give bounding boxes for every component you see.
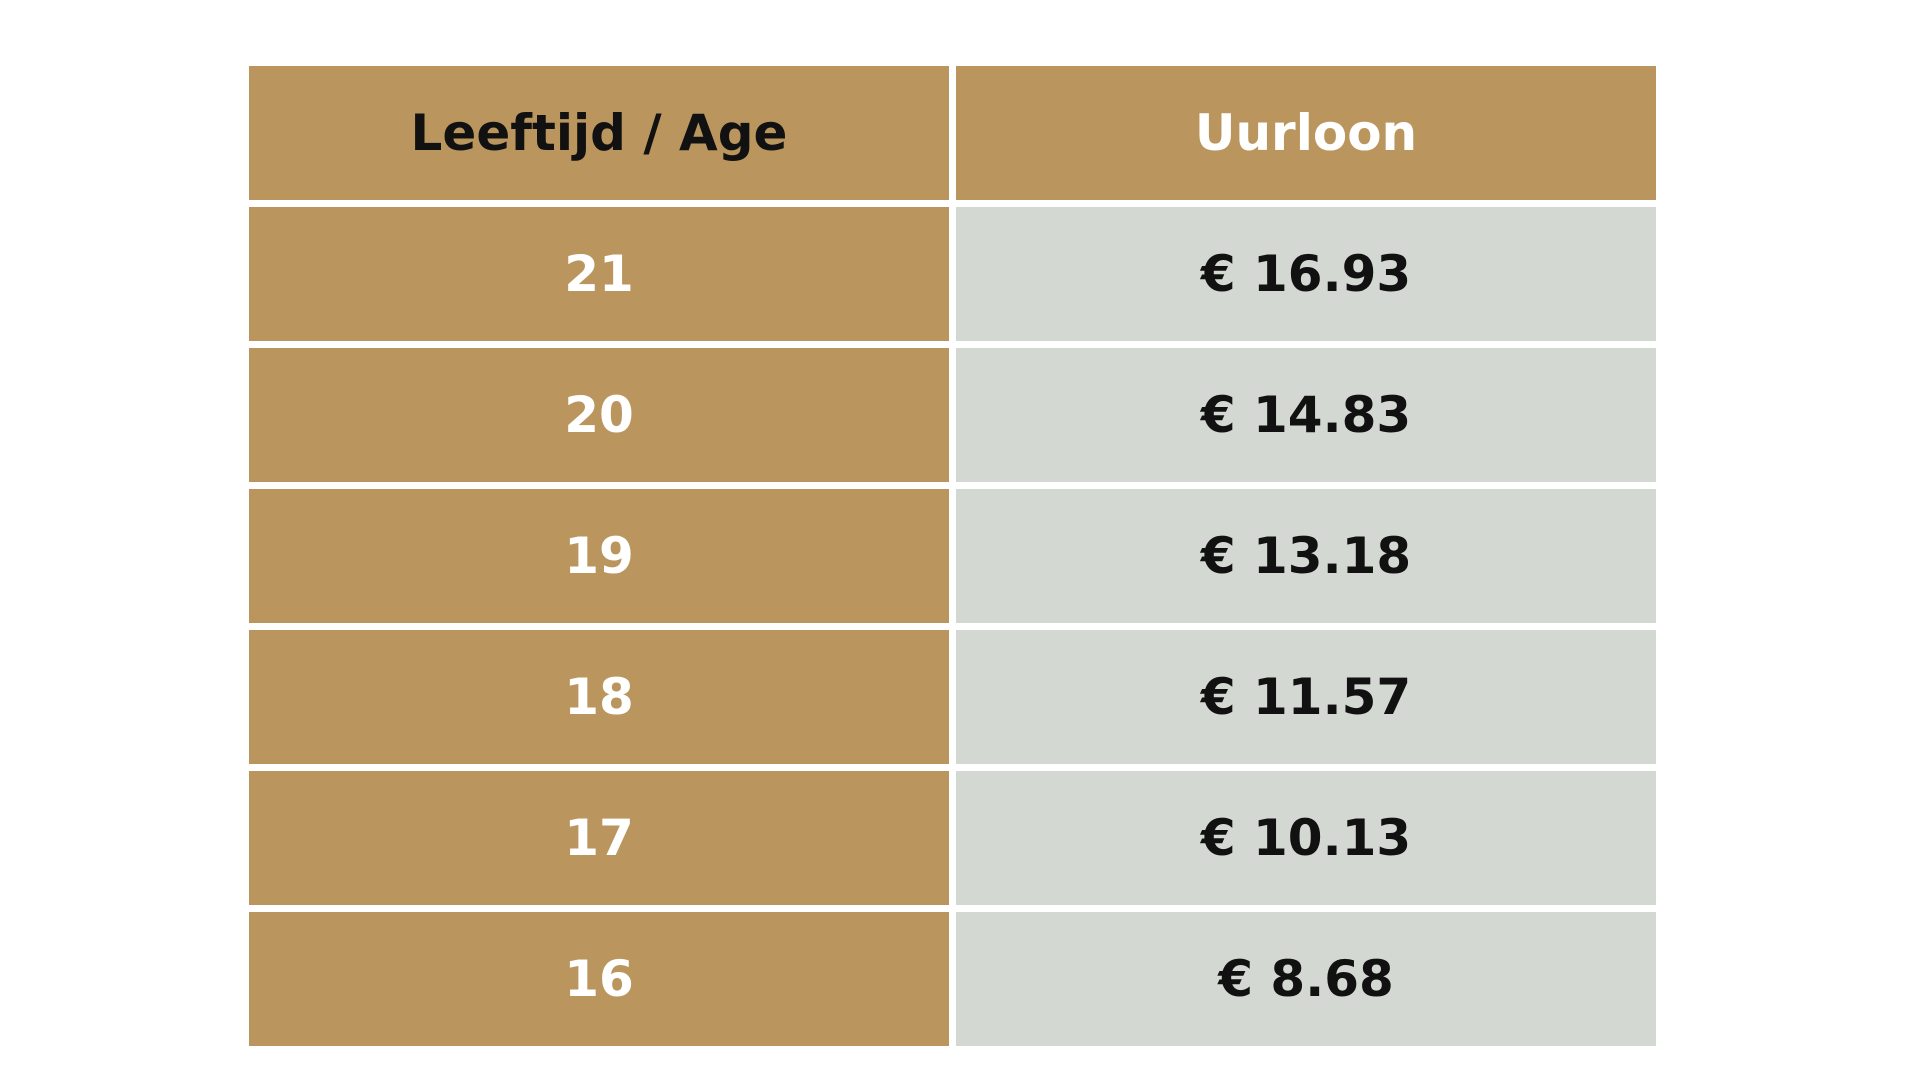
wage-column-header: Uurloon: [956, 66, 1656, 200]
wage-table: Leeftijd / Age Uurloon 21 € 16.93 20 € 1…: [249, 66, 1656, 1046]
age-cell: 20: [249, 348, 949, 482]
wage-cell: € 16.93: [956, 207, 1656, 341]
age-column-header: Leeftijd / Age: [249, 66, 949, 200]
wage-cell: € 13.18: [956, 489, 1656, 623]
wage-cell: € 8.68: [956, 912, 1656, 1046]
age-cell: 16: [249, 912, 949, 1046]
wage-cell: € 10.13: [956, 771, 1656, 905]
age-cell: 18: [249, 630, 949, 764]
wage-cell: € 11.57: [956, 630, 1656, 764]
age-cell: 17: [249, 771, 949, 905]
age-cell: 21: [249, 207, 949, 341]
wage-cell: € 14.83: [956, 348, 1656, 482]
age-cell: 19: [249, 489, 949, 623]
